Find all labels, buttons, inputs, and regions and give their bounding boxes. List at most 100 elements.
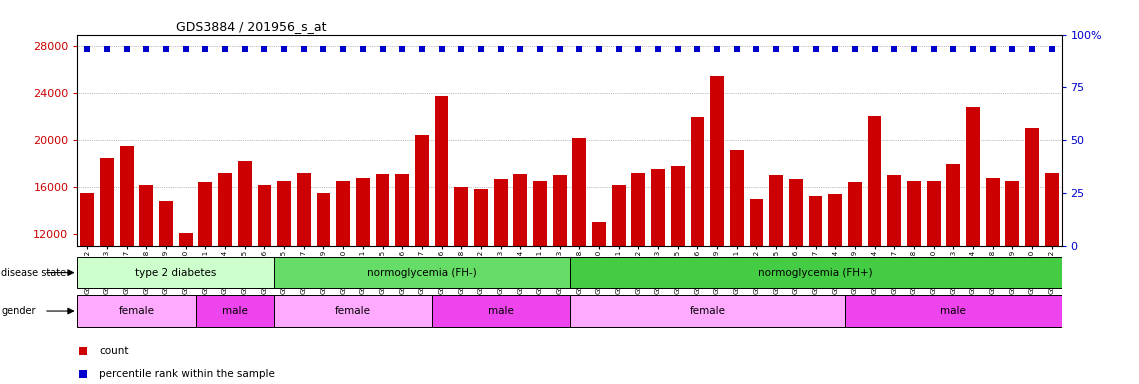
Point bbox=[393, 46, 411, 52]
Bar bbox=[336, 181, 350, 375]
Point bbox=[747, 46, 765, 52]
Point bbox=[334, 46, 352, 52]
Bar bbox=[77, 296, 196, 326]
Point bbox=[590, 46, 608, 52]
Bar bbox=[317, 193, 330, 375]
Bar bbox=[514, 174, 527, 375]
Bar bbox=[711, 76, 724, 375]
Bar bbox=[985, 178, 1000, 375]
Text: male: male bbox=[487, 306, 514, 316]
Point bbox=[925, 46, 943, 52]
Bar bbox=[274, 257, 570, 288]
Bar bbox=[196, 296, 274, 326]
Bar bbox=[849, 182, 862, 375]
Bar bbox=[573, 138, 587, 375]
Bar bbox=[432, 296, 570, 326]
Bar bbox=[435, 96, 449, 375]
Point bbox=[492, 46, 510, 52]
Point bbox=[196, 46, 214, 52]
Bar bbox=[612, 185, 625, 375]
Point bbox=[728, 46, 746, 52]
Point bbox=[274, 46, 293, 52]
Bar bbox=[493, 179, 508, 375]
Text: type 2 diabetes: type 2 diabetes bbox=[136, 268, 216, 278]
Point bbox=[236, 46, 254, 52]
Point bbox=[571, 46, 589, 52]
Bar bbox=[198, 182, 212, 375]
Bar bbox=[1025, 128, 1039, 375]
Point bbox=[374, 46, 392, 52]
Bar bbox=[631, 173, 646, 375]
Bar bbox=[1006, 181, 1019, 375]
Text: female: female bbox=[118, 306, 155, 316]
Bar bbox=[395, 174, 409, 375]
Point bbox=[944, 46, 962, 52]
Point bbox=[609, 46, 628, 52]
Text: normoglycemia (FH+): normoglycemia (FH+) bbox=[759, 268, 872, 278]
Bar bbox=[907, 181, 920, 375]
Bar bbox=[927, 181, 941, 375]
Bar bbox=[474, 189, 487, 375]
Point bbox=[354, 46, 372, 52]
Point bbox=[787, 46, 805, 52]
Point bbox=[79, 46, 97, 52]
Bar bbox=[769, 175, 782, 375]
Bar bbox=[376, 174, 390, 375]
Text: GDS3884 / 201956_s_at: GDS3884 / 201956_s_at bbox=[175, 20, 327, 33]
Bar bbox=[81, 193, 95, 375]
Point bbox=[649, 46, 667, 52]
Text: percentile rank within the sample: percentile rank within the sample bbox=[99, 369, 274, 379]
Text: female: female bbox=[689, 306, 726, 316]
Point bbox=[669, 46, 687, 52]
Bar bbox=[297, 173, 311, 375]
Bar bbox=[219, 173, 232, 375]
Point bbox=[157, 46, 175, 52]
Bar bbox=[257, 185, 271, 375]
Bar bbox=[139, 185, 154, 375]
Point bbox=[452, 46, 470, 52]
Bar bbox=[77, 257, 274, 288]
Bar bbox=[570, 257, 1062, 288]
Bar bbox=[809, 197, 822, 375]
Point bbox=[688, 46, 706, 52]
Point bbox=[629, 46, 647, 52]
Point bbox=[904, 46, 923, 52]
Bar bbox=[887, 175, 901, 375]
Bar bbox=[652, 169, 665, 375]
Text: female: female bbox=[335, 306, 371, 316]
Point bbox=[295, 46, 313, 52]
Point bbox=[767, 46, 785, 52]
Point bbox=[614, 266, 632, 272]
Point bbox=[1003, 46, 1022, 52]
Text: disease state: disease state bbox=[1, 268, 66, 278]
Point bbox=[255, 46, 273, 52]
Bar bbox=[120, 146, 133, 375]
Bar bbox=[671, 166, 685, 375]
Bar bbox=[947, 164, 960, 375]
Bar bbox=[533, 181, 547, 375]
Bar bbox=[1044, 173, 1058, 375]
Point bbox=[826, 46, 844, 52]
Bar bbox=[730, 149, 744, 375]
Bar bbox=[454, 187, 468, 375]
Bar bbox=[570, 296, 845, 326]
Point bbox=[216, 46, 235, 52]
Point bbox=[472, 46, 490, 52]
Point bbox=[137, 46, 155, 52]
Point bbox=[177, 46, 195, 52]
Point bbox=[614, 56, 632, 63]
Text: count: count bbox=[99, 346, 129, 356]
Text: gender: gender bbox=[1, 306, 35, 316]
Point bbox=[511, 46, 530, 52]
Point bbox=[531, 46, 549, 52]
Bar bbox=[789, 179, 803, 375]
Bar bbox=[357, 178, 370, 375]
Point bbox=[846, 46, 865, 52]
Point bbox=[984, 46, 1002, 52]
Point bbox=[98, 46, 116, 52]
Bar bbox=[828, 194, 842, 375]
Text: male: male bbox=[222, 306, 248, 316]
Point bbox=[806, 46, 825, 52]
Text: male: male bbox=[941, 306, 966, 316]
Point bbox=[117, 46, 136, 52]
